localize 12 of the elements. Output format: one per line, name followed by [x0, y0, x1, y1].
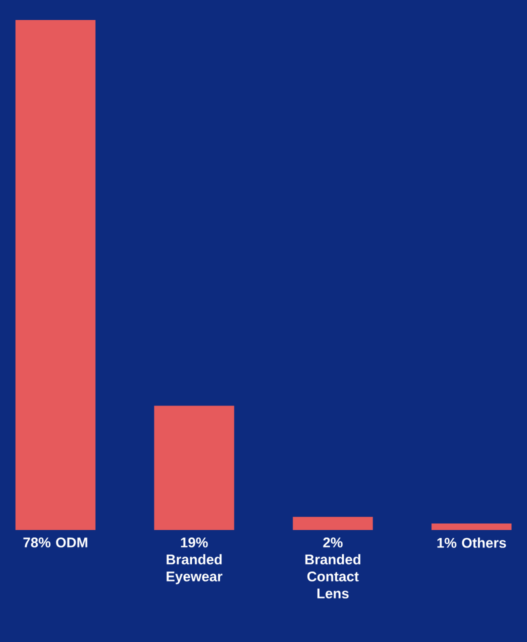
data-label: 19%: [181, 538, 208, 548]
x-tick-label: Branded Eyewear: [166, 554, 222, 584]
bar: [154, 406, 234, 530]
data-label: 1%: [437, 538, 456, 548]
bar: [432, 523, 512, 530]
x-tick-label: ODM: [56, 538, 88, 548]
bar: [15, 20, 96, 530]
data-label: 2%: [323, 538, 343, 548]
bar: [292, 516, 373, 530]
x-tick-label: Branded Contact Lens: [305, 554, 360, 598]
data-label: 78%: [23, 538, 50, 548]
x-tick-label: Others: [462, 538, 506, 548]
